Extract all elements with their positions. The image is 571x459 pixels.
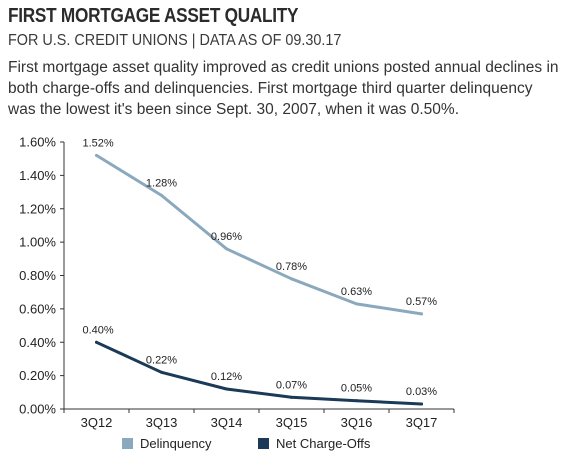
data-label: 0.07% <box>276 379 307 391</box>
y-tick-label: 1.20% <box>19 201 56 216</box>
legend-swatch <box>258 438 269 449</box>
x-tick-label: 3Q14 <box>211 415 243 430</box>
y-tick-label: 0.00% <box>19 402 56 417</box>
x-tick-label: 3Q12 <box>81 415 113 430</box>
series-line-net-charge-offs <box>95 340 423 406</box>
chart-subtitle: FOR U.S. CREDIT UNIONS | DATA AS OF 09.3… <box>8 32 342 49</box>
x-tick-label: 3Q13 <box>146 415 178 430</box>
y-tick-label: 1.00% <box>19 235 56 250</box>
y-tick-label: 1.60% <box>19 135 56 150</box>
data-label: 1.28% <box>146 177 177 189</box>
data-point <box>160 370 163 374</box>
data-label: 0.63% <box>341 286 372 298</box>
chart-header: FIRST MORTGAGE ASSET QUALITY FOR U.S. CR… <box>8 4 564 120</box>
data-point <box>420 312 423 316</box>
y-tick-label: 0.40% <box>19 335 56 350</box>
data-point <box>225 387 228 391</box>
x-tick-label: 3Q16 <box>341 415 373 430</box>
x-tick-label: 3Q15 <box>276 415 308 430</box>
data-label: 0.57% <box>406 296 437 308</box>
data-point <box>95 153 98 157</box>
data-label: 0.78% <box>276 261 307 273</box>
data-label: 0.22% <box>146 354 177 366</box>
data-point <box>355 302 358 306</box>
chart-title: FIRST MORTGAGE ASSET QUALITY <box>8 5 299 27</box>
data-point <box>290 277 293 281</box>
data-point <box>95 340 98 344</box>
legend-label: Net Charge-Offs <box>276 436 371 451</box>
data-point <box>225 247 228 251</box>
legend-label: Delinquency <box>140 436 212 451</box>
data-point <box>420 402 423 406</box>
data-point <box>160 193 163 197</box>
data-label: 0.03% <box>406 386 437 398</box>
y-tick-label: 1.40% <box>19 168 56 183</box>
data-label: 0.40% <box>83 324 114 336</box>
data-label: 1.52% <box>83 137 114 149</box>
y-tick-label: 0.60% <box>19 301 56 316</box>
data-label: 0.12% <box>211 371 242 383</box>
chart-lines <box>95 153 423 406</box>
data-point <box>355 399 358 403</box>
y-tick-label: 0.20% <box>19 368 56 383</box>
chart-description: First mortgage asset quality improved as… <box>8 59 559 118</box>
legend-swatch <box>122 438 133 449</box>
data-label: 0.96% <box>211 231 242 243</box>
chart-axes: 0.00% 0.20% 0.40% 0.60% 0.80% 1.00% 1.20% 1.40%… <box>19 135 455 430</box>
chart-legend: Delinquency Net Charge-Offs <box>122 436 371 451</box>
y-tick-label: 0.80% <box>19 268 56 283</box>
chart-data-labels: 1.52% 1.28% 0.96% 0.78% 0.63% 0.57% 0.40% 0.22%… <box>83 137 438 398</box>
data-point <box>290 395 293 399</box>
data-label: 0.05% <box>341 383 372 395</box>
series-line-delinquency <box>95 153 423 316</box>
x-tick-label: 3Q17 <box>406 415 438 430</box>
